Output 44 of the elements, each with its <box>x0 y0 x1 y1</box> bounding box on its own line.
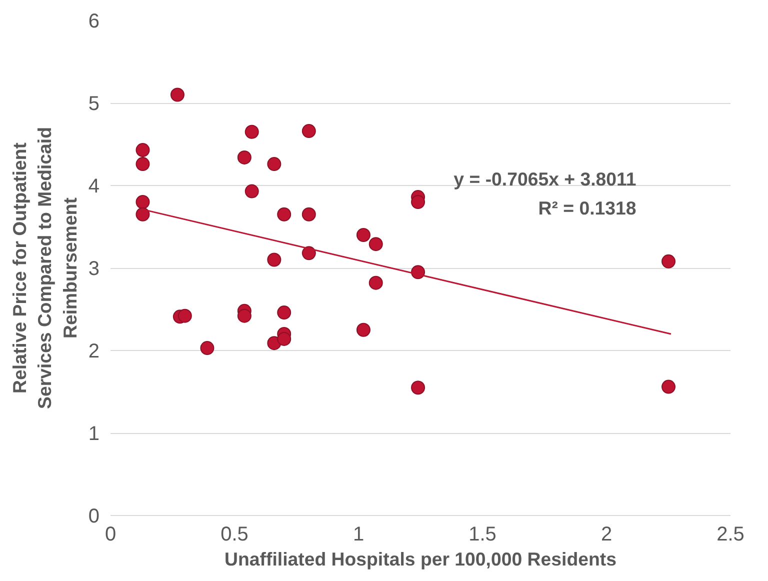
y-axis-title: Relative Price for Outpatient Services Compared to Medicaid Reimbursement <box>8 126 80 410</box>
point <box>662 254 676 268</box>
point <box>411 195 426 209</box>
point <box>237 150 252 164</box>
point <box>136 157 150 172</box>
point <box>136 207 150 222</box>
annotation: R² = 0.1318 <box>538 198 636 218</box>
x-tick-label: 2.5 <box>716 524 744 546</box>
y-tick-label: 0 <box>88 506 100 528</box>
annotation: y = -0.7065x + 3.8011 <box>454 168 636 190</box>
y-tick-label: 2 <box>88 340 100 362</box>
y-tick-label: 5 <box>88 93 100 115</box>
point <box>662 380 676 394</box>
point <box>368 276 383 290</box>
point <box>356 228 370 242</box>
point <box>267 157 282 172</box>
x-tick-label: 1.5 <box>468 524 496 546</box>
point <box>178 308 192 323</box>
x-tick-label: 0 <box>104 524 116 546</box>
point <box>267 252 282 267</box>
point <box>200 341 214 356</box>
y-tick-label: 1 <box>88 423 100 445</box>
point <box>277 207 292 222</box>
point <box>136 195 150 209</box>
point <box>411 380 426 395</box>
point <box>302 124 316 138</box>
point <box>277 306 292 320</box>
x-tick-label: 0.5 <box>220 524 248 546</box>
point <box>136 143 150 158</box>
point <box>356 322 370 337</box>
point <box>368 237 383 252</box>
y-tick-label: 4 <box>88 176 100 198</box>
point <box>277 332 292 346</box>
point <box>237 308 252 323</box>
y-tick-label: 6 <box>88 10 100 32</box>
x-tick-label: 1 <box>352 524 364 546</box>
point <box>302 207 316 222</box>
y-tick-label: 3 <box>88 258 100 280</box>
x-axis-title: Unaffiliated Hospitals per 100,000 Residents <box>224 548 616 570</box>
point <box>244 124 259 139</box>
point <box>170 88 184 102</box>
point <box>302 246 316 260</box>
x-tick-label: 2 <box>600 524 612 546</box>
point <box>244 184 259 198</box>
